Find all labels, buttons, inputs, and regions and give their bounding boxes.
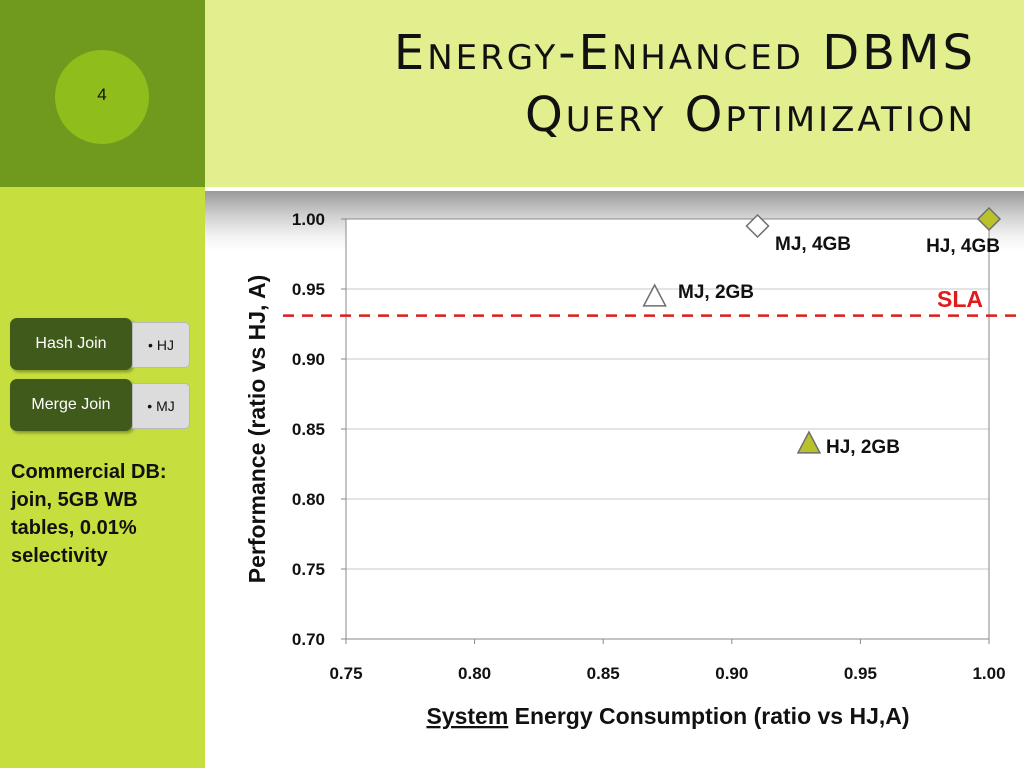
x-tick-label: 0.85 bbox=[587, 664, 620, 683]
data-label: HJ, 2GB bbox=[826, 437, 900, 458]
x-tick-label: 0.90 bbox=[715, 664, 748, 683]
slide-title-line-2: Query Optimization bbox=[525, 87, 976, 143]
x-axis-label-rest: Energy Consumption (ratio vs HJ,A) bbox=[508, 703, 909, 729]
data-point bbox=[796, 430, 822, 454]
y-tick-label: 0.80 bbox=[292, 490, 325, 509]
y-axis-label: Performance (ratio vs HJ, A) bbox=[244, 275, 270, 583]
x-axis-label: System Energy Consumption (ratio vs HJ,A… bbox=[426, 703, 909, 729]
data-label: MJ, 2GB bbox=[678, 282, 754, 303]
divider bbox=[205, 187, 1024, 191]
plot-border bbox=[345, 218, 990, 640]
triangle-marker bbox=[642, 283, 667, 307]
data-point bbox=[642, 283, 667, 307]
data-point bbox=[745, 213, 770, 239]
legend-merge-join-tag: • MJ bbox=[132, 383, 190, 429]
legend-hash-join-label: Hash Join bbox=[10, 318, 132, 370]
x-tick-label: 0.80 bbox=[458, 664, 491, 683]
description-line: selectivity bbox=[11, 545, 108, 567]
sidebar-bottom-band bbox=[0, 187, 205, 768]
experiment-description: Commercial DB: join, 5GB WB tables, 0.01… bbox=[11, 458, 203, 570]
legend-merge-join-label: Merge Join bbox=[10, 379, 132, 431]
data-point bbox=[976, 206, 1002, 232]
description-line: tables, 0.01% bbox=[11, 517, 137, 539]
data-label: MJ, 4GB bbox=[775, 234, 851, 255]
y-tick-label: 1.00 bbox=[292, 210, 325, 229]
y-tick-label: 0.90 bbox=[292, 350, 325, 369]
y-tick-label: 0.95 bbox=[292, 280, 325, 299]
y-tick-label: 0.70 bbox=[292, 630, 325, 649]
legend-merge-join-abbr: MJ bbox=[156, 398, 175, 414]
triangle-marker bbox=[796, 430, 822, 454]
legend-hash-join-abbr: HJ bbox=[156, 337, 174, 353]
sla-label: SLA bbox=[937, 286, 983, 312]
legend-hash-join-tag: • HJ bbox=[132, 322, 190, 368]
slide-title-line-1: Energy-Enhanced DBMS bbox=[393, 25, 976, 81]
y-tick-label: 0.75 bbox=[292, 560, 325, 579]
title-band bbox=[205, 0, 1024, 187]
y-tick-label: 0.85 bbox=[292, 420, 325, 439]
x-axis-label-emphasis: System bbox=[426, 703, 508, 729]
description-line: Commercial DB: bbox=[11, 461, 167, 483]
slide-title: Energy-Enhanced DBMS Query Optimization bbox=[394, 22, 976, 146]
x-tick-label: 0.75 bbox=[329, 664, 362, 683]
slide-number-badge: 4 bbox=[55, 50, 149, 144]
diamond-marker bbox=[976, 206, 1002, 232]
data-label: HJ, 4GB bbox=[926, 236, 1000, 257]
x-tick-label: 1.00 bbox=[972, 664, 1005, 683]
diamond-marker bbox=[745, 213, 770, 239]
description-line: join, 5GB WB bbox=[11, 489, 138, 511]
x-tick-label: 0.95 bbox=[844, 664, 877, 683]
